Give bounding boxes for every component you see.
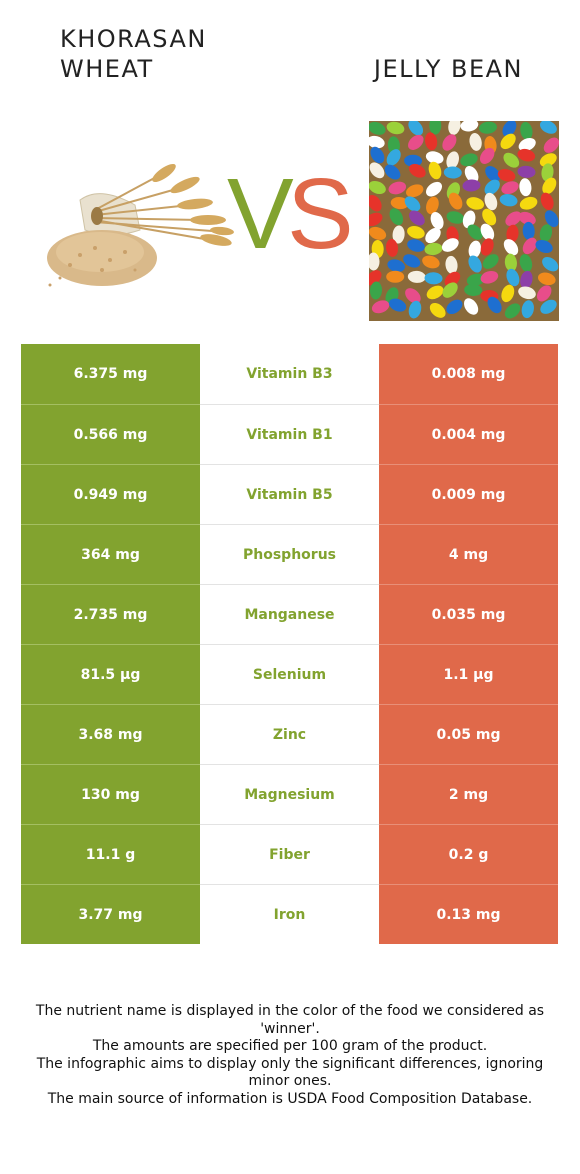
right-value: 0.035 mg (379, 584, 558, 644)
footnote: The nutrient name is displayed in the co… (20, 1003, 560, 1108)
vs-letter-s: S (287, 170, 354, 255)
nutrient-name: Vitamin B3 (200, 344, 379, 404)
footnote-line: The nutrient name is displayed in the co… (35, 1003, 545, 1037)
table-row: 6.375 mg Vitamin B3 0.008 mg (21, 344, 558, 404)
nutrient-name: Magnesium (200, 764, 379, 824)
vs-letter-v: V (227, 170, 294, 255)
footnote-line: The main source of information is USDA F… (47, 1090, 533, 1107)
wheat-image (47, 163, 234, 287)
table-row: 3.77 mg Iron 0.13 mg (21, 884, 558, 944)
left-value: 6.375 mg (21, 344, 200, 404)
table-row: 3.68 mg Zinc 0.05 mg (21, 704, 558, 764)
footnote-line: The infographic aims to display only the… (36, 1055, 544, 1090)
right-value: 1.1 µg (379, 644, 558, 704)
right-value: 0.05 mg (379, 704, 558, 764)
left-value: 364 mg (21, 524, 200, 584)
right-value: 0.004 mg (379, 404, 558, 464)
table-row: 2.735 mg Manganese 0.035 mg (21, 584, 558, 644)
right-value: 2 mg (379, 764, 558, 824)
footnote-line: The amounts are specified per 100 gram o… (92, 1038, 488, 1054)
right-value: 0.13 mg (379, 884, 558, 944)
jelly-bean-image (369, 121, 559, 321)
left-food-title: KHORASAN WHEAT (60, 25, 207, 83)
vs-mark: V S (227, 170, 354, 255)
right-value: 0.2 g (379, 824, 558, 884)
table-row: 364 mg Phosphorus 4 mg (21, 524, 558, 584)
nutrient-name: Zinc (200, 704, 379, 764)
comparison-table: 6.375 mg Vitamin B3 0.008 mg 0.566 mg Vitami… (21, 344, 558, 944)
nutrient-name: Selenium (200, 644, 379, 704)
left-value: 11.1 g (21, 824, 200, 884)
nutrient-name: Vitamin B5 (200, 464, 379, 524)
left-value: 3.77 mg (21, 884, 200, 944)
table-row: 0.949 mg Vitamin B5 0.009 mg (21, 464, 558, 524)
nutrient-name: Manganese (200, 584, 379, 644)
left-value: 0.566 mg (21, 404, 200, 464)
right-value: 4 mg (379, 524, 558, 584)
right-value: 0.009 mg (379, 464, 558, 524)
right-value: 0.008 mg (379, 344, 558, 404)
table-row: 130 mg Magnesium 2 mg (21, 764, 558, 824)
nutrient-name: Vitamin B1 (200, 404, 379, 464)
left-value: 81.5 µg (21, 644, 200, 704)
table-row: 81.5 µg Selenium 1.1 µg (21, 644, 558, 704)
left-value: 130 mg (21, 764, 200, 824)
table-row: 11.1 g Fiber 0.2 g (21, 824, 558, 884)
nutrient-name: Fiber (200, 824, 379, 884)
right-food-title: JELLY BEAN (373, 55, 523, 83)
nutrient-name: Iron (200, 884, 379, 944)
left-value: 2.735 mg (21, 584, 200, 644)
nutrient-name: Phosphorus (200, 524, 379, 584)
table-row: 0.566 mg Vitamin B1 0.004 mg (21, 404, 558, 464)
left-value: 3.68 mg (21, 704, 200, 764)
left-value: 0.949 mg (21, 464, 200, 524)
